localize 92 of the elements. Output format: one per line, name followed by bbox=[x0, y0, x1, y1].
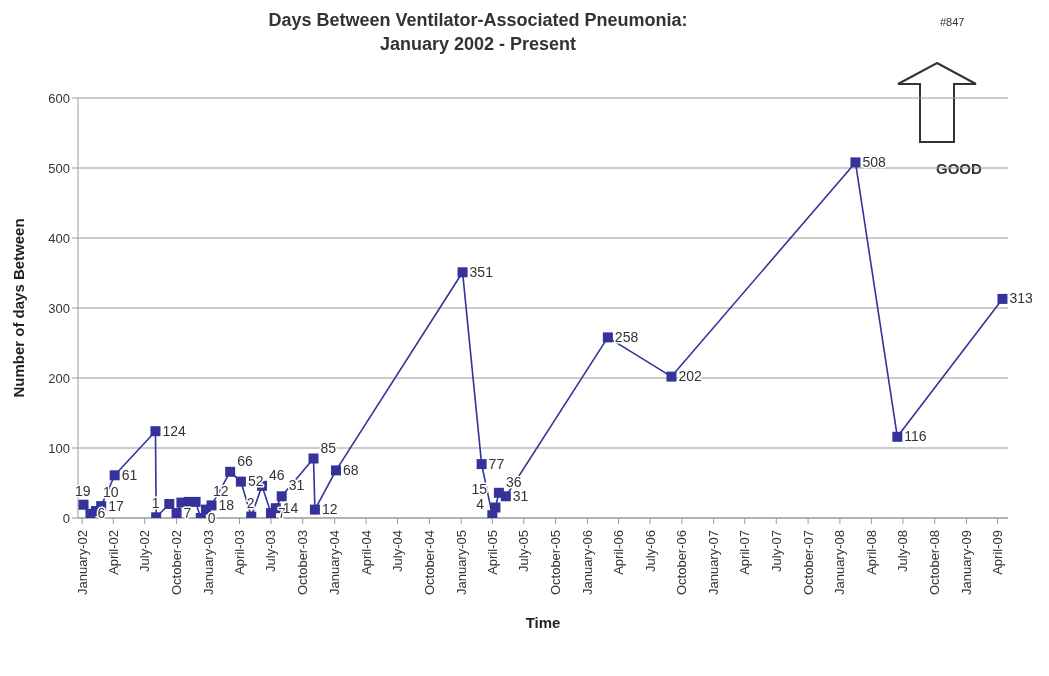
x-tick-label: April-05 bbox=[484, 530, 500, 575]
x-tick-label: January-06 bbox=[579, 530, 595, 596]
x-tick-label: October-06 bbox=[674, 530, 690, 596]
text: 46 bbox=[268, 466, 285, 483]
y-tick-label: 300 bbox=[48, 300, 70, 316]
x-tick-label: January-09 bbox=[959, 530, 974, 596]
text: 7 bbox=[183, 504, 192, 521]
x-axis-title: Time bbox=[525, 614, 561, 631]
text: 14 bbox=[282, 499, 299, 516]
point bbox=[309, 504, 320, 515]
text: 31 bbox=[512, 487, 529, 504]
y-tick-label: 500 bbox=[48, 160, 70, 176]
x-tick-label: April-06 bbox=[611, 530, 627, 575]
chart-title: Days Between Ventilator-Associated Pneumonia: bbox=[267, 9, 689, 32]
point bbox=[206, 500, 217, 511]
point bbox=[78, 499, 89, 510]
point bbox=[602, 332, 613, 343]
point bbox=[490, 502, 501, 513]
x-tick-label: April-02 bbox=[105, 530, 121, 575]
point bbox=[308, 453, 319, 464]
text: 66 bbox=[237, 452, 253, 469]
x-tick-label: April-04 bbox=[358, 530, 374, 575]
text: 19 bbox=[75, 482, 91, 499]
x-tick-label: April-07 bbox=[737, 530, 753, 575]
x-tick-label: July-03 bbox=[263, 530, 279, 572]
text: 85 bbox=[320, 439, 337, 456]
text: 116 bbox=[904, 428, 927, 445]
point bbox=[666, 371, 677, 382]
x-tick-label: July-04 bbox=[390, 530, 406, 572]
annotation: GOOD bbox=[936, 160, 982, 177]
x-tick-label: July-02 bbox=[137, 530, 153, 572]
text: 351 bbox=[469, 263, 493, 280]
chart-subtitle: January 2002 - Present bbox=[378, 33, 578, 56]
x-tick-label: January-07 bbox=[706, 530, 722, 596]
y-tick-label: 400 bbox=[48, 230, 70, 246]
x-tick-label: April-09 bbox=[990, 530, 1006, 575]
point bbox=[892, 431, 903, 442]
text: 31 bbox=[288, 477, 305, 494]
x-tick-label: October-03 bbox=[295, 530, 311, 596]
point bbox=[150, 426, 161, 437]
text: 4 bbox=[476, 496, 485, 513]
x-tick-label: October-08 bbox=[927, 530, 943, 596]
x-tick-label: April-08 bbox=[863, 530, 879, 575]
y-tick-label: 600 bbox=[48, 90, 70, 106]
text: 313 bbox=[1009, 290, 1033, 307]
x-tick-label: July-06 bbox=[642, 530, 658, 572]
point bbox=[500, 491, 511, 502]
point bbox=[190, 496, 201, 507]
x-tick-label: January-03 bbox=[200, 530, 216, 596]
text: 61 bbox=[121, 466, 138, 483]
x-tick-label: July-08 bbox=[895, 530, 911, 572]
x-tick-label: October-07 bbox=[800, 530, 816, 596]
point bbox=[171, 508, 182, 518]
x-tick-label: October-04 bbox=[421, 530, 437, 596]
x-tick-label: October-02 bbox=[169, 530, 185, 596]
point bbox=[276, 491, 287, 502]
text: 508 bbox=[862, 153, 886, 170]
text: 15 bbox=[471, 480, 488, 497]
point bbox=[164, 499, 175, 509]
point bbox=[331, 465, 342, 476]
y-tick-label: 0 bbox=[62, 510, 70, 526]
text: 2 bbox=[246, 494, 255, 511]
x-tick-label: July-07 bbox=[768, 530, 784, 572]
x-tick-label: January-02 bbox=[74, 530, 90, 596]
point bbox=[109, 470, 120, 481]
x-tick-label: January-04 bbox=[327, 530, 343, 596]
point bbox=[850, 157, 861, 168]
text: 77 bbox=[488, 455, 505, 472]
y-tick-label: 100 bbox=[48, 440, 70, 456]
point bbox=[457, 267, 468, 278]
y-axis-title: Number of days Between bbox=[10, 218, 27, 398]
point bbox=[225, 466, 236, 477]
point bbox=[235, 476, 246, 487]
x-tick-label: July-05 bbox=[516, 530, 532, 572]
x-tick-label: January-08 bbox=[832, 530, 848, 596]
text: 124 bbox=[162, 422, 186, 439]
text: 0 bbox=[207, 509, 216, 526]
x-tick-label: April-03 bbox=[232, 530, 248, 575]
x-tick-label: October-05 bbox=[548, 530, 564, 596]
text: 202 bbox=[678, 368, 702, 385]
text: 12 bbox=[321, 501, 338, 518]
text: #847 bbox=[940, 16, 965, 28]
point bbox=[476, 459, 487, 470]
text: 17 bbox=[108, 497, 124, 514]
text: 6 bbox=[97, 505, 106, 522]
text: 52 bbox=[247, 473, 264, 490]
x-tick-label: January-05 bbox=[453, 530, 469, 596]
text: 18 bbox=[218, 496, 235, 513]
y-tick-label: 200 bbox=[48, 370, 70, 386]
text: 258 bbox=[614, 328, 639, 345]
text: 68 bbox=[343, 461, 359, 478]
point bbox=[997, 293, 1008, 304]
